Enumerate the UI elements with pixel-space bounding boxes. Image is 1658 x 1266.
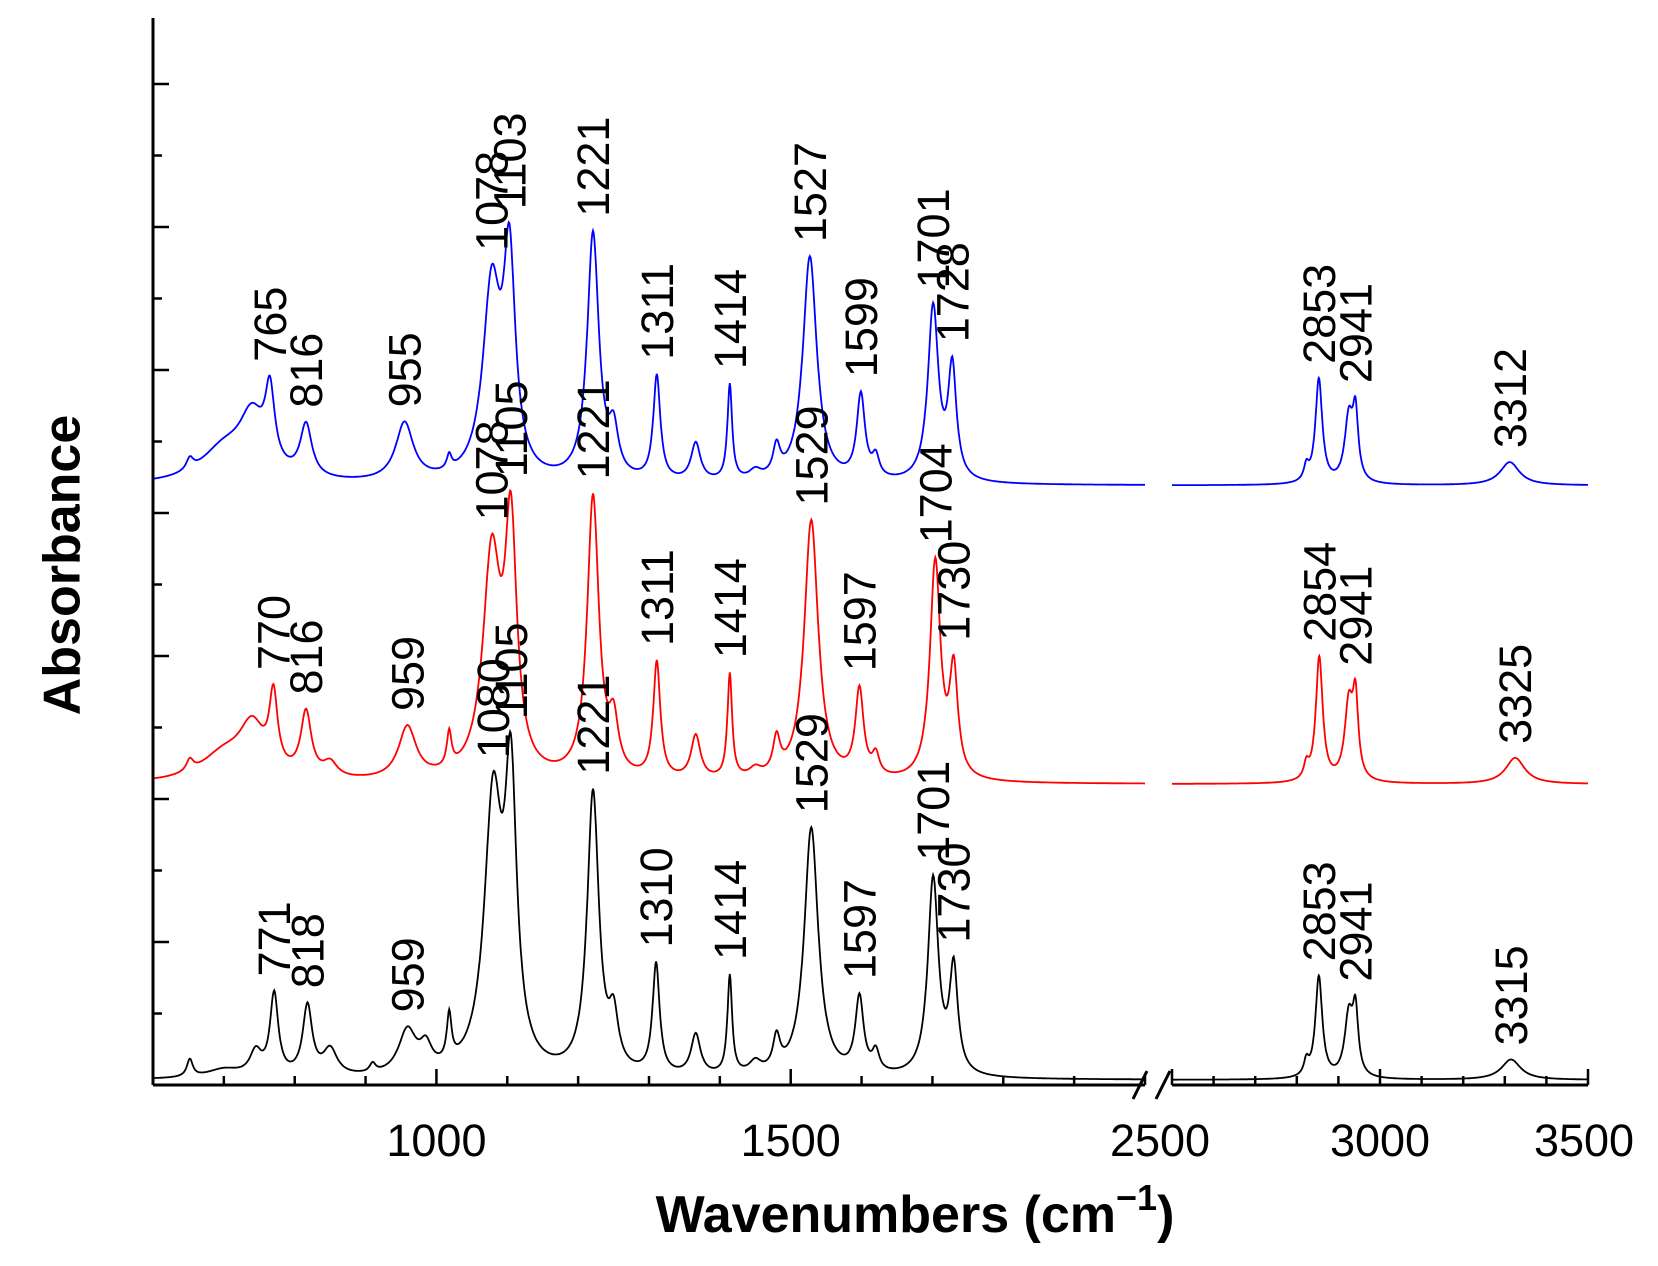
y-axis-title: Absorbance xyxy=(34,415,92,716)
peak-label-1-13: 2853 xyxy=(1294,264,1345,364)
axis-break-mark-1 xyxy=(1131,1070,1149,1100)
peak-label-2-5: 1105 xyxy=(486,380,537,477)
peak-label-2-11: 1704 xyxy=(910,443,961,543)
peak-label-2-9: 1529 xyxy=(786,405,837,505)
peak-label-1-4: 1078 xyxy=(467,151,518,251)
x-axis-title-close: ) xyxy=(1157,1186,1174,1244)
peak-label-1-11: 1701 xyxy=(908,188,959,288)
peak-label-2-14: 2941 xyxy=(1331,566,1382,666)
x-axis-title-main: Wavenumbers (cm xyxy=(656,1186,1116,1244)
peak-label-3-7: 1310 xyxy=(631,847,682,947)
peak-label-3-12: 1730 xyxy=(929,842,980,942)
peak-label-1-10: 1599 xyxy=(836,277,887,377)
peak-label-2-2: 816 xyxy=(281,620,332,695)
peak-label-3-11: 1701 xyxy=(908,761,959,861)
peak-label-3-13: 2853 xyxy=(1294,861,1345,961)
peak-label-2-6: 1221 xyxy=(568,379,619,479)
peak-label-3-10: 1597 xyxy=(834,879,885,979)
peak-label-1-12: 1728 xyxy=(927,242,978,342)
spectrum-line-2-segment-2 xyxy=(1172,653,1588,785)
peak-label-1-15: 3312 xyxy=(1485,348,1536,448)
peak-label-3-4: 1080 xyxy=(468,658,519,758)
peak-label-3-9: 1529 xyxy=(786,713,837,813)
peak-label-2-3: 959 xyxy=(382,636,433,711)
spectrum-line-3-segment-1 xyxy=(153,728,1145,1081)
x-axis-title-superscript: −1 xyxy=(1116,1177,1157,1218)
x-tick-label-1000: 1000 xyxy=(386,1115,486,1166)
peak-label-2-8: 1414 xyxy=(705,558,756,658)
spectrum-line-1-segment-1 xyxy=(152,220,1145,486)
peak-label-1-3: 955 xyxy=(380,332,431,407)
peak-label-2-4: 1078 xyxy=(467,420,518,520)
peak-label-3-2: 818 xyxy=(283,913,334,988)
x-tick-label-1500: 1500 xyxy=(741,1115,841,1166)
peak-label-1-9: 1527 xyxy=(785,142,836,242)
spectrum-line-2-segment-1 xyxy=(152,488,1145,785)
peak-label-1-1: 765 xyxy=(245,287,296,362)
x-tick-label-2500: 2500 xyxy=(1110,1115,1210,1166)
peak-label-3-1: 771 xyxy=(249,901,300,976)
peak-label-2-13: 2854 xyxy=(1294,542,1345,642)
peak-label-1-5: 1103 xyxy=(484,112,535,209)
peak-label-3-15: 3315 xyxy=(1486,945,1537,1045)
x-tick-label-3000: 3000 xyxy=(1330,1115,1430,1166)
peak-label-3-6: 1221 xyxy=(568,675,619,775)
peak-label-1-8: 1414 xyxy=(705,269,756,369)
peak-label-1-2: 816 xyxy=(281,333,332,408)
peak-label-2-7: 1311 xyxy=(632,549,683,646)
spectrum-line-1-segment-2 xyxy=(1172,375,1588,486)
peak-label-3-14: 2941 xyxy=(1331,881,1382,981)
peak-label-3-5: 1105 xyxy=(486,622,537,719)
peak-label-1-6: 1221 xyxy=(568,117,619,217)
peak-label-3-3: 959 xyxy=(382,937,433,1012)
peak-label-2-10: 1597 xyxy=(834,571,885,671)
axes-layer: 1000 1500 2500 3000 3500 xyxy=(151,18,1634,1166)
peak-label-2-12: 1730 xyxy=(929,541,980,641)
peak-label-1-7: 1311 xyxy=(632,263,683,360)
peak-label-1-14: 2941 xyxy=(1331,283,1382,383)
x-tick-label-3500: 3500 xyxy=(1534,1115,1634,1166)
peak-label-2-1: 770 xyxy=(249,595,300,670)
x-axis-title: Wavenumbers (cm−1) xyxy=(656,1177,1175,1244)
axis-break-mark-2 xyxy=(1154,1070,1172,1100)
peak-label-3-8: 1414 xyxy=(705,860,756,960)
peak-label-2-15: 3325 xyxy=(1490,644,1541,744)
